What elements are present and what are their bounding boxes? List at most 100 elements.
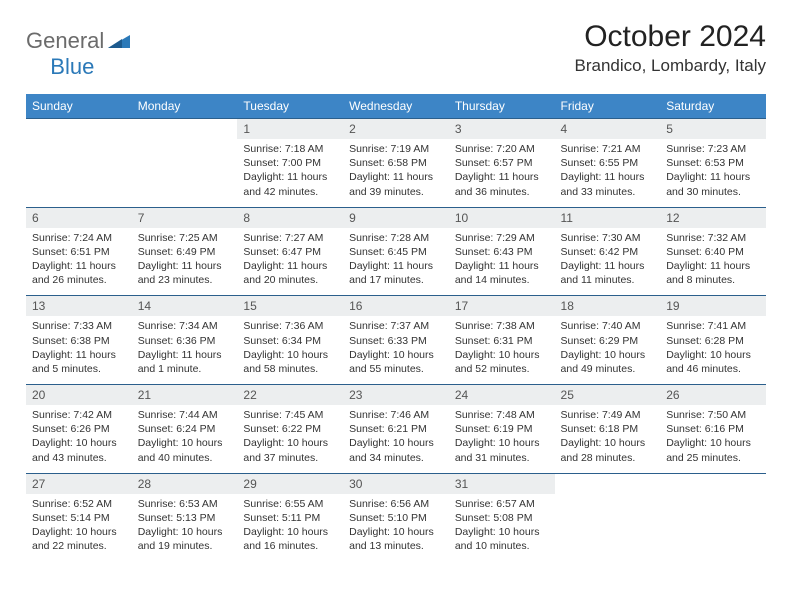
- day-info-line: Sunset: 6:18 PM: [561, 422, 655, 436]
- month-title: October 2024: [575, 20, 767, 54]
- day-info-line: Daylight: 10 hours: [243, 436, 337, 450]
- title-block: October 2024 Brandico, Lombardy, Italy: [575, 20, 767, 76]
- day-info-line: Daylight: 10 hours: [32, 525, 126, 539]
- calendar-cell: 26Sunrise: 7:50 AMSunset: 6:16 PMDayligh…: [660, 385, 766, 474]
- day-body: Sunrise: 7:41 AMSunset: 6:28 PMDaylight:…: [660, 316, 766, 384]
- day-number: 17: [449, 296, 555, 316]
- day-number: 3: [449, 119, 555, 139]
- day-info-line: Sunrise: 7:33 AM: [32, 319, 126, 333]
- day-info-line: Sunset: 6:19 PM: [455, 422, 549, 436]
- calendar-cell: 21Sunrise: 7:44 AMSunset: 6:24 PMDayligh…: [132, 385, 238, 474]
- calendar-cell: 17Sunrise: 7:38 AMSunset: 6:31 PMDayligh…: [449, 296, 555, 385]
- calendar-cell: 14Sunrise: 7:34 AMSunset: 6:36 PMDayligh…: [132, 296, 238, 385]
- day-body: Sunrise: 7:23 AMSunset: 6:53 PMDaylight:…: [660, 139, 766, 207]
- day-info-line: Sunset: 6:40 PM: [666, 245, 760, 259]
- day-body: Sunrise: 7:24 AMSunset: 6:51 PMDaylight:…: [26, 228, 132, 296]
- calendar-cell: 7Sunrise: 7:25 AMSunset: 6:49 PMDaylight…: [132, 207, 238, 296]
- day-body: Sunrise: 7:20 AMSunset: 6:57 PMDaylight:…: [449, 139, 555, 207]
- day-info-line: Daylight: 11 hours: [349, 170, 443, 184]
- day-info-line: Sunset: 5:13 PM: [138, 511, 232, 525]
- day-body: Sunrise: 7:18 AMSunset: 7:00 PMDaylight:…: [237, 139, 343, 207]
- day-info-line: Sunrise: 6:57 AM: [455, 497, 549, 511]
- day-body: Sunrise: 7:44 AMSunset: 6:24 PMDaylight:…: [132, 405, 238, 473]
- calendar-week: 27Sunrise: 6:52 AMSunset: 5:14 PMDayligh…: [26, 473, 766, 561]
- logo: General: [26, 28, 132, 54]
- day-info-line: and 39 minutes.: [349, 185, 443, 199]
- day-number: 13: [26, 296, 132, 316]
- day-body: Sunrise: 7:50 AMSunset: 6:16 PMDaylight:…: [660, 405, 766, 473]
- day-number: 28: [132, 474, 238, 494]
- day-info-line: and 52 minutes.: [455, 362, 549, 376]
- day-info-line: Sunset: 6:28 PM: [666, 334, 760, 348]
- day-body: Sunrise: 7:45 AMSunset: 6:22 PMDaylight:…: [237, 405, 343, 473]
- day-number: [660, 474, 766, 494]
- calendar-cell: 27Sunrise: 6:52 AMSunset: 5:14 PMDayligh…: [26, 473, 132, 561]
- calendar-cell: 23Sunrise: 7:46 AMSunset: 6:21 PMDayligh…: [343, 385, 449, 474]
- day-info-line: Sunrise: 7:34 AM: [138, 319, 232, 333]
- day-info-line: Daylight: 11 hours: [561, 259, 655, 273]
- day-info-line: and 37 minutes.: [243, 451, 337, 465]
- day-info-line: Sunrise: 7:42 AM: [32, 408, 126, 422]
- calendar-cell: 8Sunrise: 7:27 AMSunset: 6:47 PMDaylight…: [237, 207, 343, 296]
- day-info-line: Daylight: 10 hours: [666, 436, 760, 450]
- day-info-line: Daylight: 10 hours: [455, 525, 549, 539]
- day-info-line: and 46 minutes.: [666, 362, 760, 376]
- day-info-line: and 10 minutes.: [455, 539, 549, 553]
- day-info-line: Sunset: 6:21 PM: [349, 422, 443, 436]
- day-info-line: Sunrise: 7:19 AM: [349, 142, 443, 156]
- day-body: [132, 139, 238, 201]
- day-info-line: Sunrise: 7:49 AM: [561, 408, 655, 422]
- calendar-cell: 10Sunrise: 7:29 AMSunset: 6:43 PMDayligh…: [449, 207, 555, 296]
- day-info-line: Sunrise: 7:25 AM: [138, 231, 232, 245]
- day-info-line: Sunset: 6:36 PM: [138, 334, 232, 348]
- day-info-line: Sunset: 6:58 PM: [349, 156, 443, 170]
- day-body: Sunrise: 6:52 AMSunset: 5:14 PMDaylight:…: [26, 494, 132, 562]
- calendar-table: Sunday Monday Tuesday Wednesday Thursday…: [26, 94, 766, 561]
- day-info-line: Sunset: 6:42 PM: [561, 245, 655, 259]
- calendar-cell: 22Sunrise: 7:45 AMSunset: 6:22 PMDayligh…: [237, 385, 343, 474]
- day-body: Sunrise: 6:55 AMSunset: 5:11 PMDaylight:…: [237, 494, 343, 562]
- day-info-line: Sunset: 6:57 PM: [455, 156, 549, 170]
- day-info-line: Daylight: 10 hours: [349, 525, 443, 539]
- calendar-cell: 24Sunrise: 7:48 AMSunset: 6:19 PMDayligh…: [449, 385, 555, 474]
- day-info-line: Sunset: 6:53 PM: [666, 156, 760, 170]
- calendar-cell: 19Sunrise: 7:41 AMSunset: 6:28 PMDayligh…: [660, 296, 766, 385]
- calendar-cell: [555, 473, 661, 561]
- day-number: 10: [449, 208, 555, 228]
- weekday-header: Sunday: [26, 94, 132, 119]
- day-info-line: Sunrise: 6:52 AM: [32, 497, 126, 511]
- day-info-line: and 36 minutes.: [455, 185, 549, 199]
- calendar-cell: 13Sunrise: 7:33 AMSunset: 6:38 PMDayligh…: [26, 296, 132, 385]
- day-body: Sunrise: 7:32 AMSunset: 6:40 PMDaylight:…: [660, 228, 766, 296]
- day-info-line: and 14 minutes.: [455, 273, 549, 287]
- day-info-line: and 26 minutes.: [32, 273, 126, 287]
- day-info-line: Daylight: 10 hours: [561, 348, 655, 362]
- day-number: 12: [660, 208, 766, 228]
- day-number: 7: [132, 208, 238, 228]
- calendar-cell: 20Sunrise: 7:42 AMSunset: 6:26 PMDayligh…: [26, 385, 132, 474]
- day-info-line: and 11 minutes.: [561, 273, 655, 287]
- day-body: Sunrise: 7:33 AMSunset: 6:38 PMDaylight:…: [26, 316, 132, 384]
- day-number: 18: [555, 296, 661, 316]
- day-info-line: Sunrise: 7:30 AM: [561, 231, 655, 245]
- day-info-line: and 30 minutes.: [666, 185, 760, 199]
- calendar-week: 6Sunrise: 7:24 AMSunset: 6:51 PMDaylight…: [26, 207, 766, 296]
- day-info-line: Daylight: 10 hours: [455, 348, 549, 362]
- day-body: Sunrise: 6:53 AMSunset: 5:13 PMDaylight:…: [132, 494, 238, 562]
- day-info-line: Daylight: 11 hours: [666, 259, 760, 273]
- day-info-line: Sunrise: 7:21 AM: [561, 142, 655, 156]
- day-number: 24: [449, 385, 555, 405]
- day-info-line: Daylight: 10 hours: [32, 436, 126, 450]
- day-number: 23: [343, 385, 449, 405]
- day-info-line: Sunset: 5:10 PM: [349, 511, 443, 525]
- calendar-cell: 28Sunrise: 6:53 AMSunset: 5:13 PMDayligh…: [132, 473, 238, 561]
- day-number: 16: [343, 296, 449, 316]
- day-body: Sunrise: 7:48 AMSunset: 6:19 PMDaylight:…: [449, 405, 555, 473]
- day-info-line: Sunrise: 7:18 AM: [243, 142, 337, 156]
- day-info-line: Sunrise: 7:48 AM: [455, 408, 549, 422]
- calendar-cell: [26, 119, 132, 208]
- day-info-line: and 28 minutes.: [561, 451, 655, 465]
- day-number: 6: [26, 208, 132, 228]
- day-info-line: Daylight: 11 hours: [455, 170, 549, 184]
- day-number: 25: [555, 385, 661, 405]
